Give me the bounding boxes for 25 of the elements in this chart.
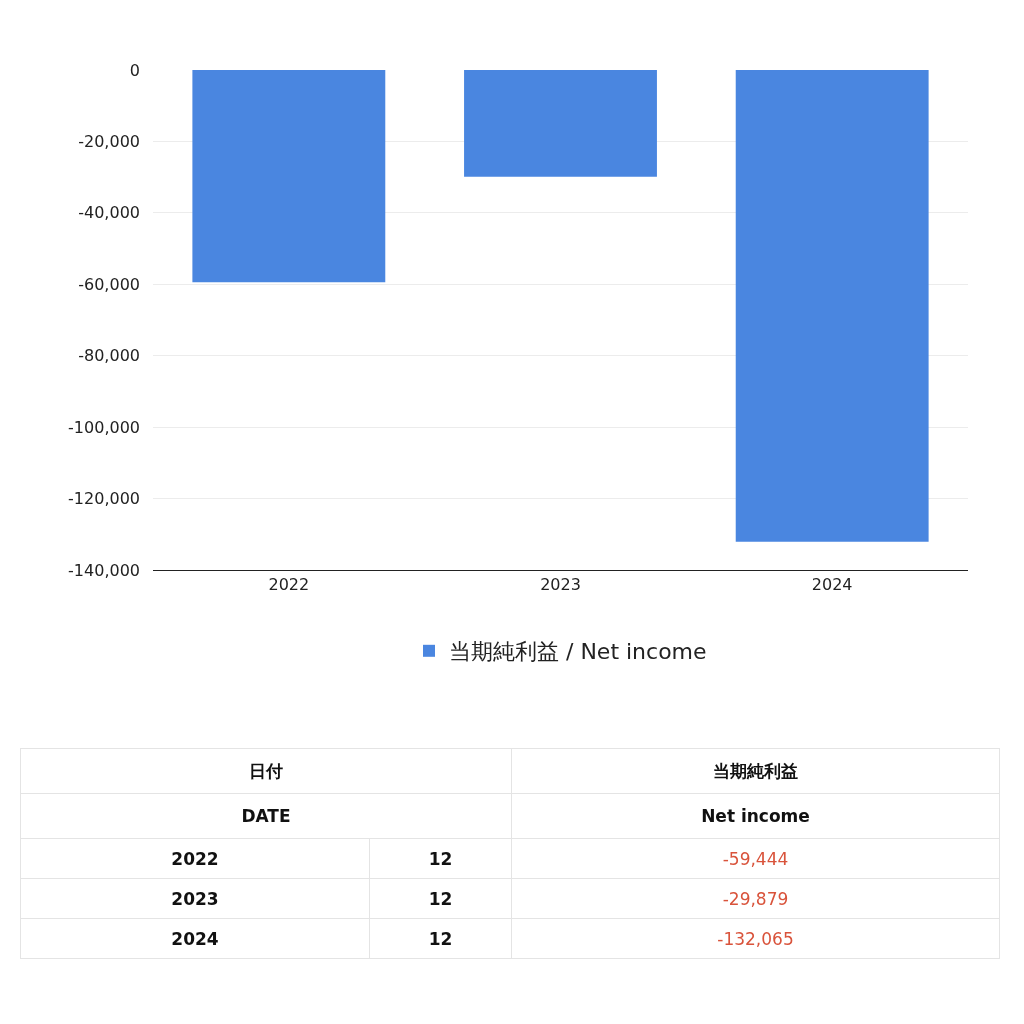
x-tick-label: 2023 <box>540 575 581 595</box>
text: 12 <box>369 878 512 919</box>
text: 12 <box>369 918 512 959</box>
legend-label: 当期純利益 / Net income <box>449 639 707 665</box>
y-tick-label: -120,000 <box>68 489 140 509</box>
text: 当期純利益 <box>511 748 1000 794</box>
x-tick-label: 2022 <box>268 575 310 595</box>
category-label: 2024 <box>171 928 219 949</box>
y-tick-label: -60,000 <box>78 274 140 294</box>
text: -59,444 <box>722 848 789 869</box>
y-tick-label: -20,000 <box>78 132 140 152</box>
y-tick-label: -80,000 <box>78 346 140 366</box>
text: 12 <box>369 838 512 879</box>
text: Net income <box>511 793 1000 839</box>
y-tick-label: 0 <box>129 60 140 80</box>
text: DATE <box>20 793 512 839</box>
category-label: 2022 <box>171 848 219 869</box>
y-tick-label: -40,000 <box>78 203 140 223</box>
category-label: 2023 <box>171 888 219 909</box>
y-tick-label: -100,000 <box>68 417 140 437</box>
text: 日付 <box>20 748 512 794</box>
text: -132,065 <box>717 928 794 949</box>
x-tick-label: 2024 <box>811 575 853 595</box>
text: -29,879 <box>722 888 789 909</box>
y-tick-label: -140,000 <box>68 560 140 580</box>
